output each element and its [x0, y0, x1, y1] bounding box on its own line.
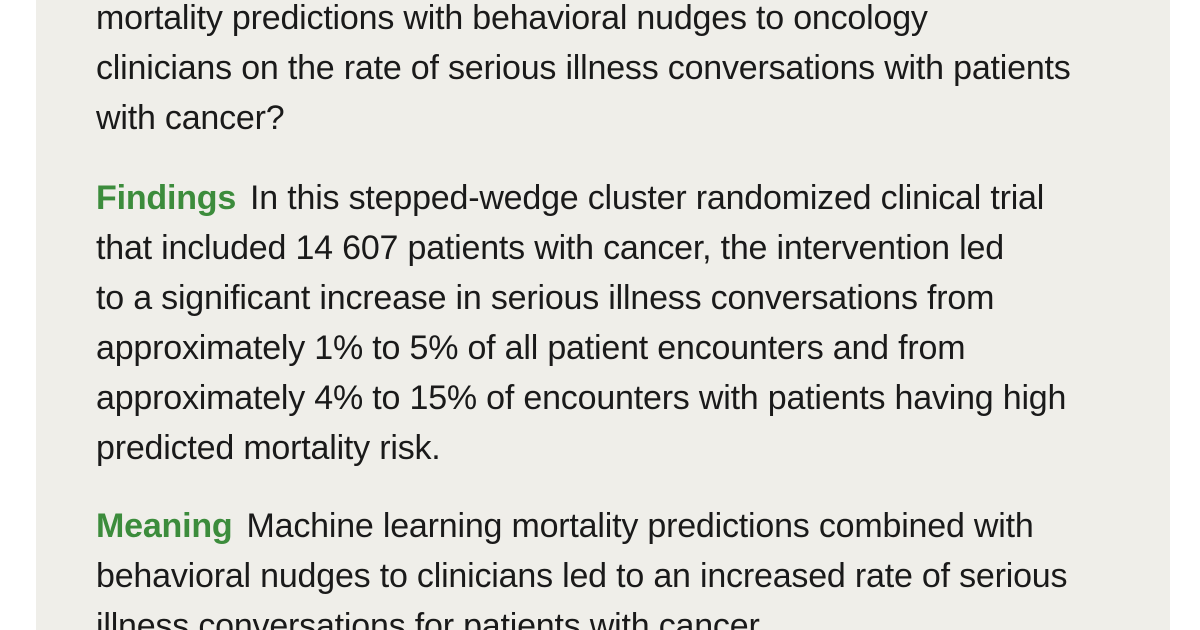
findings-line-1: Findings In this stepped-wedge cluster ra… [96, 173, 1176, 223]
findings-line-2: that included 14 607 patients with cance… [96, 229, 1004, 267]
findings-line-1-text: In this stepped-wedge cluster randomized… [250, 179, 1045, 217]
findings-line-3: to a significant increase in serious ill… [96, 279, 995, 317]
key-points-panel [36, 0, 1170, 630]
question-line-2: clinicians on the rate of serious illnes… [96, 49, 1071, 87]
findings-heading: Findings [96, 179, 237, 217]
question-line-3: with cancer? [96, 99, 285, 137]
question-section: mortality predictions with behavioral nu… [96, 0, 1176, 143]
findings-section: Findings In this stepped-wedge cluster ra… [96, 173, 1176, 473]
findings-line-6: predicted mortality risk. [96, 429, 441, 467]
meaning-line-3: illness conversations for patients with … [96, 607, 767, 630]
meaning-section: Meaning Machine learning mortality predic… [96, 501, 1176, 630]
meaning-line-1: Meaning Machine learning mortality predic… [96, 501, 1176, 551]
meaning-line-1-text: Machine learning mortality predictions c… [246, 507, 1034, 545]
findings-line-5: approximately 4% to 15% of encounters wi… [96, 379, 1067, 417]
meaning-line-2: behavioral nudges to clinicians led to a… [96, 557, 1068, 595]
question-line-1: mortality predictions with behavioral nu… [96, 0, 928, 37]
findings-line-4: approximately 1% to 5% of all patient en… [96, 329, 966, 367]
meaning-heading: Meaning [96, 507, 233, 545]
